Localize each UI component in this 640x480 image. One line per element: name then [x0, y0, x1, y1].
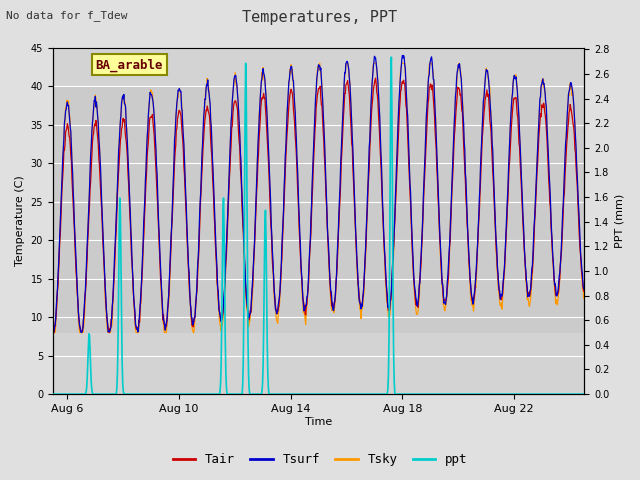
Text: BA_arable: BA_arable: [95, 58, 163, 72]
Bar: [52, 86, 584, 333]
X-axis label: Time: Time: [305, 417, 332, 427]
Legend: Tair, Tsurf, Tsky, ppt: Tair, Tsurf, Tsky, ppt: [168, 448, 472, 471]
Y-axis label: Temperature (C): Temperature (C): [15, 176, 25, 266]
Text: No data for f_Tdew: No data for f_Tdew: [6, 10, 128, 21]
Y-axis label: PPT (mm): PPT (mm): [615, 194, 625, 248]
Text: Temperatures, PPT: Temperatures, PPT: [243, 10, 397, 24]
